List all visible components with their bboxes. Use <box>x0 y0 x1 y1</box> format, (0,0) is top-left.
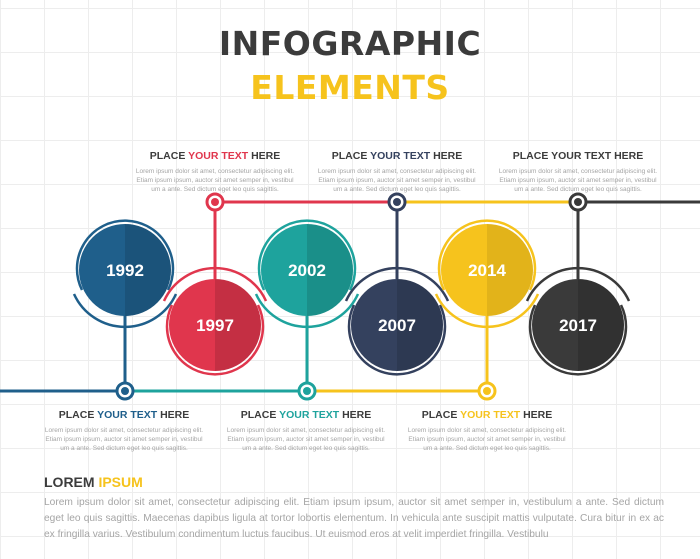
year-2017: 2017 <box>559 316 597 335</box>
label-top-1-line-3: um a ante. Sed dictum eget leo quis sagi… <box>151 186 279 193</box>
label-top-2: PLACE YOUR TEXT HERE Lorem ipsum dolor s… <box>312 150 482 194</box>
label-top-1-highlight: YOUR TEXT <box>188 150 249 162</box>
milestone-1997: 1997 <box>162 266 268 376</box>
label-top-1-prefix: PLACE <box>149 150 189 162</box>
label-bottom-2-line-3: um a ante. Sed dictum eget leo quis sagi… <box>242 445 370 452</box>
footer-title-main: LOREM <box>44 474 99 490</box>
milestone-1992: 1992 <box>72 219 178 329</box>
milestone-2017: 2017 <box>525 266 631 376</box>
label-bottom-2: PLACE YOUR TEXT HERE Lorem ipsum dolor s… <box>221 409 391 453</box>
footer-title: LOREM IPSUM <box>44 474 664 490</box>
year-2007: 2007 <box>378 316 416 335</box>
node-2017-top <box>568 192 588 212</box>
node-2007-top <box>387 192 407 212</box>
label-bottom-3-prefix: PLACE <box>421 409 461 421</box>
label-top-2-line-2: Etiam ipsum ipsum, auctor sit amet sempe… <box>318 177 476 184</box>
label-bottom-1-line-3: um a ante. Sed dictum eget leo quis sagi… <box>60 445 188 452</box>
footer-body: Lorem ipsum dolor sit amet, consectetur … <box>44 497 664 540</box>
label-bottom-2-line-2: Etiam ipsum ipsum, auctor sit amet sempe… <box>227 436 385 443</box>
label-top-2-highlight: YOUR TEXT <box>370 150 431 162</box>
label-bottom-2-line-1: Lorem ipsum dolor sit amet, consectetur … <box>226 427 386 434</box>
label-top-2-line-1: Lorem ipsum dolor sit amet, consectetur … <box>317 168 477 175</box>
label-top-1-suffix: HERE <box>248 150 281 162</box>
label-bottom-2-highlight: YOUR TEXT <box>279 409 340 421</box>
label-bottom-1-highlight: YOUR TEXT <box>97 409 158 421</box>
label-top-3-highlight: YOUR TEXT <box>551 150 612 162</box>
milestone-2002: 2002 <box>254 219 360 329</box>
node-1992-bottom <box>115 381 135 401</box>
label-bottom-2-suffix: HERE <box>339 409 372 421</box>
node-2002-bottom <box>297 381 317 401</box>
label-top-1-line-2: Etiam ipsum ipsum, auctor sit amet sempe… <box>136 177 294 184</box>
label-top-3-prefix: PLACE <box>512 150 552 162</box>
label-top-3-line-2: Etiam ipsum ipsum, auctor sit amet sempe… <box>499 177 657 184</box>
label-bottom-3-highlight: YOUR TEXT <box>460 409 521 421</box>
label-bottom-2-prefix: PLACE <box>240 409 280 421</box>
node-1997-top <box>205 192 225 212</box>
label-bottom-3-suffix: HERE <box>520 409 553 421</box>
label-bottom-1-line-2: Etiam ipsum ipsum, auctor sit amet sempe… <box>45 436 203 443</box>
label-top-3-line-3: um a ante. Sed dictum eget leo quis sagi… <box>514 186 642 193</box>
label-bottom-1: PLACE YOUR TEXT HERE Lorem ipsum dolor s… <box>39 409 209 453</box>
label-top-2-line-3: um a ante. Sed dictum eget leo quis sagi… <box>333 186 461 193</box>
label-bottom-3: PLACE YOUR TEXT HERE Lorem ipsum dolor s… <box>402 409 572 453</box>
milestone-2007: 2007 <box>344 266 450 376</box>
label-top-1: PLACE YOUR TEXT HERE Lorem ipsum dolor s… <box>130 150 300 194</box>
label-bottom-3-line-3: um a ante. Sed dictum eget leo quis sagi… <box>423 445 551 452</box>
label-top-2-prefix: PLACE <box>331 150 371 162</box>
label-top-1-line-1: Lorem ipsum dolor sit amet, consectetur … <box>135 168 295 175</box>
node-2014-bottom <box>477 381 497 401</box>
title-line-2: ELEMENTS <box>250 68 450 107</box>
label-top-3: PLACE YOUR TEXT HERE Lorem ipsum dolor s… <box>493 150 663 194</box>
year-1992: 1992 <box>106 261 144 280</box>
label-top-2-suffix: HERE <box>430 150 463 162</box>
label-bottom-1-suffix: HERE <box>157 409 190 421</box>
year-1997: 1997 <box>196 316 234 335</box>
label-bottom-3-line-2: Etiam ipsum ipsum, auctor sit amet sempe… <box>408 436 566 443</box>
year-2014: 2014 <box>468 261 506 280</box>
milestone-2014: 2014 <box>434 219 540 329</box>
label-top-3-line-1: Lorem ipsum dolor sit amet, consectetur … <box>498 168 658 175</box>
label-top-3-suffix: HERE <box>611 150 644 162</box>
year-2002: 2002 <box>288 261 326 280</box>
footer-title-accent: IPSUM <box>98 474 143 490</box>
label-bottom-1-prefix: PLACE <box>58 409 98 421</box>
label-bottom-1-line-1: Lorem ipsum dolor sit amet, consectetur … <box>44 427 204 434</box>
footer-section: LOREM IPSUM Lorem ipsum dolor sit amet, … <box>44 474 664 543</box>
label-bottom-3-line-1: Lorem ipsum dolor sit amet, consectetur … <box>407 427 567 434</box>
title-line-1: INFOGRAPHIC <box>218 24 482 63</box>
